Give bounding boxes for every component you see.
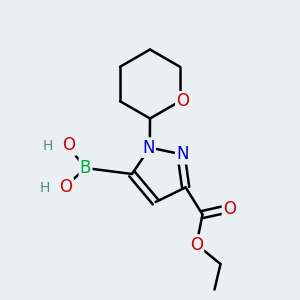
Text: N: N — [142, 139, 154, 157]
Text: O: O — [223, 200, 236, 217]
Text: O: O — [190, 236, 203, 253]
Text: O: O — [62, 136, 76, 154]
Text: O: O — [176, 92, 189, 110]
Text: H: H — [40, 181, 50, 194]
Text: N: N — [176, 145, 189, 163]
Text: B: B — [80, 159, 91, 177]
Text: O: O — [59, 178, 73, 196]
Text: H: H — [43, 139, 53, 152]
